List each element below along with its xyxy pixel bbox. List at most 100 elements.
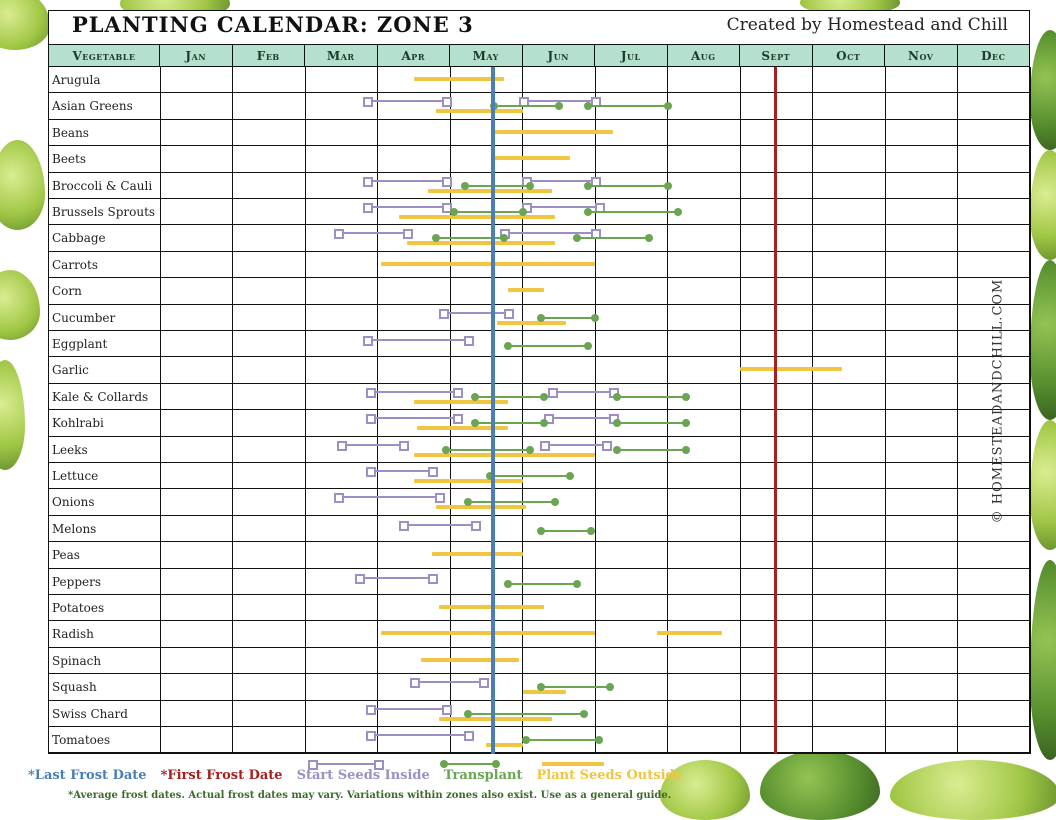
start-inside-marker [366, 387, 377, 398]
transplant-line [540, 529, 592, 532]
page-title: PLANTING CALENDAR: ZONE 3 [72, 12, 474, 37]
grid-line [1029, 67, 1031, 754]
plant-outside-bar [656, 631, 722, 636]
transplant-marker [591, 313, 599, 322]
start-inside-line [337, 496, 440, 499]
start-inside-line [402, 523, 476, 526]
start-inside-marker [453, 414, 464, 425]
plant-outside-bar [381, 631, 595, 636]
table-row [48, 410, 1030, 437]
transplant-marker [518, 208, 527, 216]
start-inside-marker [402, 229, 413, 240]
grid-line [884, 67, 886, 754]
table-row [48, 701, 1030, 727]
grid-line [159, 67, 161, 754]
start-inside-line [544, 443, 606, 446]
vegetable-label: Garlic [52, 363, 89, 378]
header-month-jun: Jun [522, 44, 595, 67]
plant-outside-bar [508, 288, 545, 293]
transplant-line [508, 582, 577, 585]
transplant-line [576, 237, 650, 240]
header-month-may: May [450, 44, 523, 67]
transplant-marker [663, 181, 672, 190]
leaf-decoration [1030, 150, 1056, 260]
transplant-line [616, 395, 686, 398]
credit-text: Created by Homestead and Chill [726, 15, 1008, 35]
transplant-line [435, 237, 505, 240]
start-inside-line [551, 390, 614, 393]
leaf-decoration [660, 760, 750, 820]
start-inside-marker [362, 97, 373, 108]
start-inside-line [366, 179, 447, 182]
start-inside-marker [362, 203, 373, 213]
table-row [48, 542, 1030, 569]
table-row [48, 278, 1030, 305]
vegetable-label: Beets [52, 152, 87, 167]
grid-line [232, 67, 233, 754]
header-month-sept: Sept [740, 44, 813, 67]
vegetable-label: Tomatoes [52, 733, 111, 747]
leaf-decoration [0, 270, 40, 340]
leaf-decoration [0, 360, 25, 470]
leaf-decoration [760, 750, 880, 820]
calendar-frame [48, 10, 1030, 754]
grid-line [667, 67, 668, 754]
start-inside-marker [366, 731, 377, 741]
start-inside-marker [453, 387, 464, 398]
plant-outside-bar [486, 743, 523, 747]
start-inside-marker [442, 97, 453, 108]
leaf-decoration [1030, 420, 1056, 550]
start-inside-marker [398, 440, 409, 451]
start-inside-marker [478, 678, 489, 689]
start-inside-line [341, 443, 403, 446]
leaf-decoration [0, 0, 50, 50]
transplant-marker [583, 102, 592, 111]
frost-note: *Average frost dates. Actual frost dates… [68, 790, 672, 801]
transplant-marker [663, 102, 672, 111]
start-inside-marker [427, 573, 438, 584]
start-inside-line [526, 206, 599, 208]
transplant-marker [674, 208, 683, 216]
legend-first-frost: *First Frost Date [160, 768, 283, 783]
start-inside-line [337, 232, 407, 235]
leaf-decoration [1030, 30, 1056, 150]
start-inside-marker [464, 336, 475, 346]
grid-line [377, 67, 378, 754]
transplant-line [616, 448, 686, 451]
transplant-line [540, 686, 610, 689]
vegetable-label: Leeks [52, 442, 88, 457]
start-inside-line [370, 470, 432, 472]
transplant-marker [540, 392, 549, 401]
transplant-marker [525, 181, 534, 190]
header-month-mar: Mar [305, 44, 378, 67]
transplant-marker [612, 445, 621, 454]
start-inside-marker [435, 493, 446, 504]
plant-outside-bar [428, 188, 552, 193]
start-inside-line [526, 179, 595, 182]
vegetable-label: Peppers [52, 574, 101, 589]
transplant-marker [464, 498, 473, 507]
vegetable-label: Potatoes [52, 601, 105, 615]
table-row [48, 489, 1030, 516]
table-row [48, 595, 1030, 622]
planting-grid: Vegetable Jan Feb Mar Apr May Jun Jul Aug Sept Oc… [48, 44, 1031, 754]
plant-outside-bar [493, 129, 614, 134]
start-inside-marker [504, 308, 514, 319]
vegetable-label: Swiss Chard [52, 706, 128, 721]
plant-outside-bar [421, 657, 519, 662]
table-row [48, 569, 1030, 595]
table-row [48, 621, 1030, 648]
grid-line [48, 67, 49, 754]
start-inside-marker [398, 520, 409, 531]
transplant-line [464, 184, 530, 187]
table-row [48, 516, 1030, 543]
vegetable-label: Radish [52, 627, 94, 642]
transplant-marker [583, 342, 592, 350]
legend-last-frost: *Last Frost Date [28, 768, 147, 783]
transplant-marker [504, 579, 512, 588]
transplant-marker [583, 208, 592, 216]
start-inside-line [366, 100, 447, 103]
transplant-line [493, 105, 559, 108]
transplant-marker [645, 234, 654, 243]
table-row [48, 146, 1030, 173]
